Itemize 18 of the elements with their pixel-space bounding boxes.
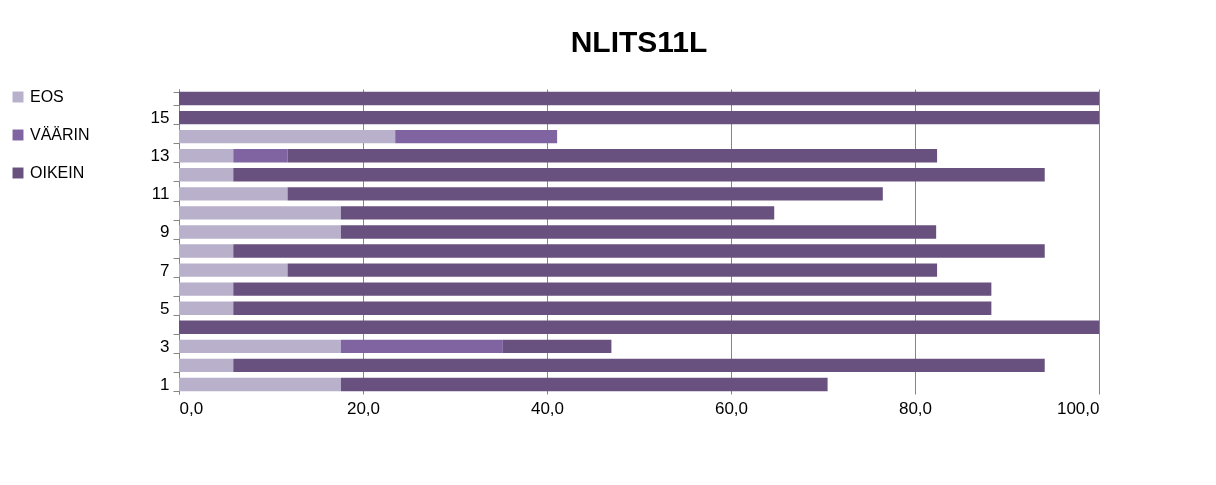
legend-label: VÄÄRIN (30, 126, 90, 143)
x-tick-label: 40,0 (530, 398, 565, 418)
x-tick-label: 0,0 (179, 398, 204, 418)
legend-label: OIKEIN (30, 164, 85, 181)
y-tick-label: 9 (160, 222, 170, 242)
x-tick-label: 20,0 (346, 398, 381, 418)
y-tick-label: 13 (150, 146, 170, 166)
y-tick-label: 7 (160, 260, 170, 280)
x-tick-label: 80,0 (898, 398, 933, 418)
legend-label: EOS (30, 88, 64, 105)
x-tick-label: 60,0 (714, 398, 749, 418)
y-tick-label: 5 (160, 298, 170, 318)
y-tick-label: 11 (151, 184, 170, 204)
y-tick-label: 1 (160, 374, 170, 394)
y-tick-label: 15 (150, 108, 170, 128)
x-tick-label: 100,0 (1056, 398, 1100, 418)
y-tick-label: 3 (160, 336, 170, 356)
chart-title: NLITS11L (570, 25, 708, 58)
